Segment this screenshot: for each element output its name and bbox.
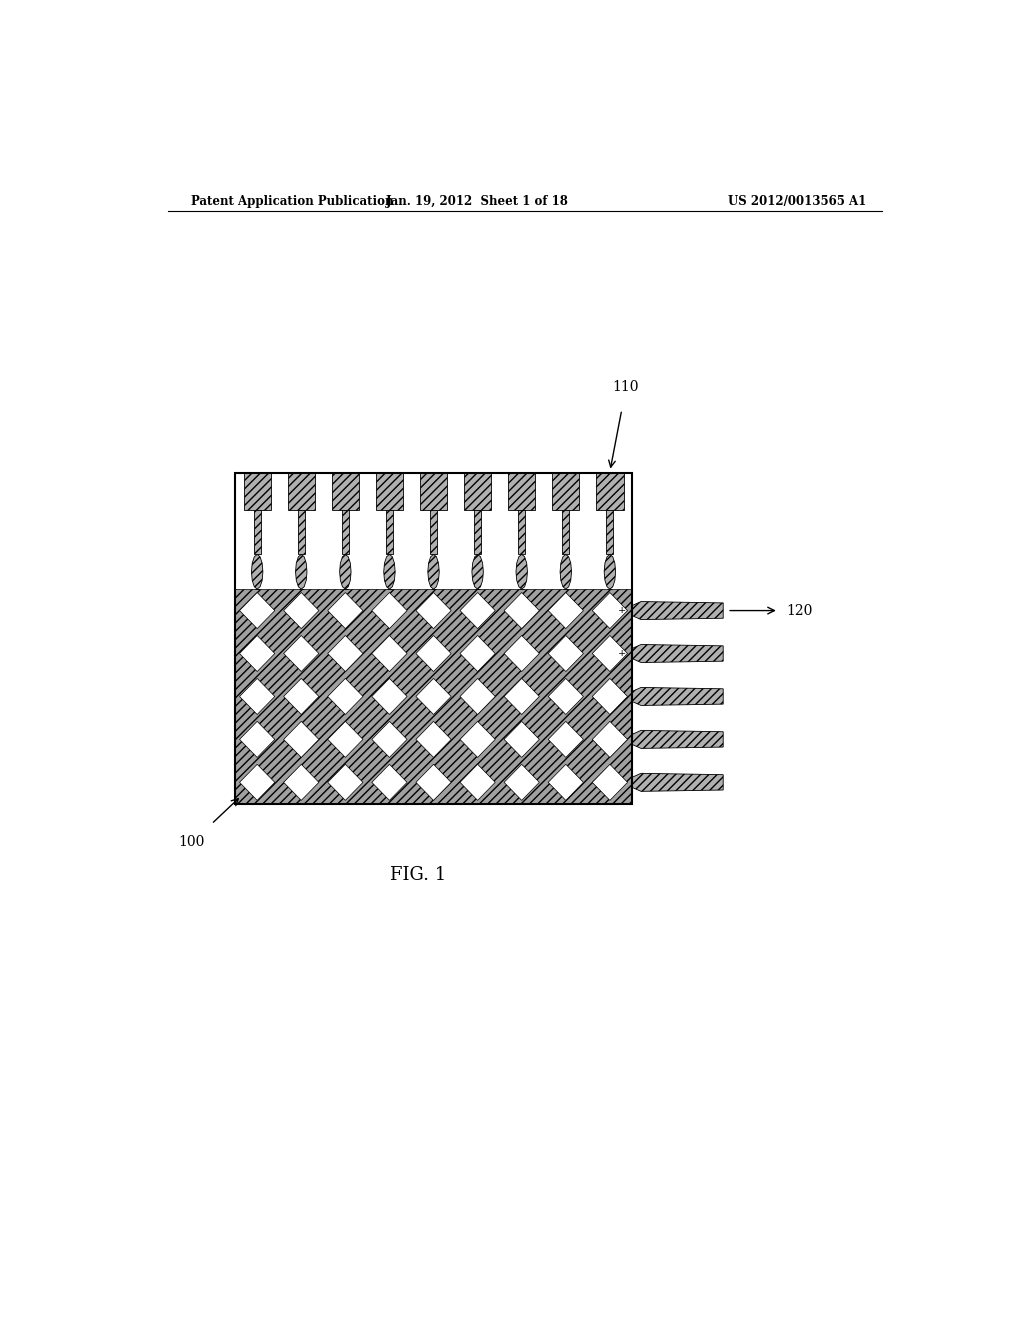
Polygon shape [240,635,274,672]
Polygon shape [236,589,632,804]
Polygon shape [416,635,452,672]
Polygon shape [548,721,584,758]
Text: +: + [617,649,626,657]
Polygon shape [284,721,318,758]
Polygon shape [416,721,452,758]
Polygon shape [328,721,362,758]
Text: 100: 100 [178,836,205,850]
Text: 110: 110 [612,380,639,395]
Polygon shape [632,774,723,792]
Polygon shape [472,554,483,589]
Polygon shape [632,730,723,748]
Polygon shape [474,511,481,554]
Polygon shape [342,511,349,554]
Polygon shape [516,554,527,589]
Polygon shape [504,678,540,714]
Polygon shape [460,764,496,800]
Polygon shape [284,635,318,672]
Text: Jan. 19, 2012  Sheet 1 of 18: Jan. 19, 2012 Sheet 1 of 18 [386,194,568,207]
Polygon shape [254,511,261,554]
Polygon shape [240,721,274,758]
Polygon shape [460,593,496,628]
Polygon shape [298,511,305,554]
Polygon shape [504,764,540,800]
Polygon shape [328,764,362,800]
Polygon shape [562,511,569,554]
Text: FIG. 1: FIG. 1 [389,866,445,884]
Polygon shape [244,474,270,511]
Polygon shape [252,554,263,589]
Polygon shape [384,554,395,589]
Polygon shape [518,511,525,554]
Polygon shape [328,635,362,672]
Polygon shape [548,764,584,800]
Text: US 2012/0013565 A1: US 2012/0013565 A1 [728,194,866,207]
Text: +: + [617,606,626,615]
Polygon shape [416,678,452,714]
Polygon shape [340,554,351,589]
Polygon shape [604,554,615,589]
Polygon shape [372,764,408,800]
Polygon shape [632,644,723,663]
Polygon shape [504,721,540,758]
Polygon shape [592,764,628,800]
Polygon shape [372,635,408,672]
Polygon shape [504,593,540,628]
Polygon shape [240,678,274,714]
Polygon shape [284,678,318,714]
Polygon shape [464,474,492,511]
Polygon shape [428,554,439,589]
Polygon shape [560,554,571,589]
Polygon shape [296,554,307,589]
Polygon shape [332,474,359,511]
Polygon shape [596,474,624,511]
Text: Patent Application Publication: Patent Application Publication [191,194,394,207]
Polygon shape [416,593,452,628]
Polygon shape [548,593,584,628]
Polygon shape [592,678,628,714]
Polygon shape [288,474,315,511]
Text: 120: 120 [786,603,813,618]
Polygon shape [430,511,437,554]
Polygon shape [386,511,393,554]
Polygon shape [372,721,408,758]
Polygon shape [420,474,447,511]
Polygon shape [460,721,496,758]
Polygon shape [376,474,403,511]
Polygon shape [548,678,584,714]
Polygon shape [632,602,723,619]
Polygon shape [284,593,318,628]
Polygon shape [632,688,723,705]
Polygon shape [460,678,496,714]
Polygon shape [548,635,584,672]
Polygon shape [240,764,274,800]
Polygon shape [592,635,628,672]
Polygon shape [328,678,362,714]
Polygon shape [372,593,408,628]
Polygon shape [552,474,580,511]
Polygon shape [508,474,536,511]
Polygon shape [592,721,628,758]
Polygon shape [372,678,408,714]
Polygon shape [592,593,628,628]
Polygon shape [240,593,274,628]
Polygon shape [284,764,318,800]
Polygon shape [606,511,613,554]
Polygon shape [460,635,496,672]
Polygon shape [504,635,540,672]
Polygon shape [416,764,452,800]
Polygon shape [328,593,362,628]
